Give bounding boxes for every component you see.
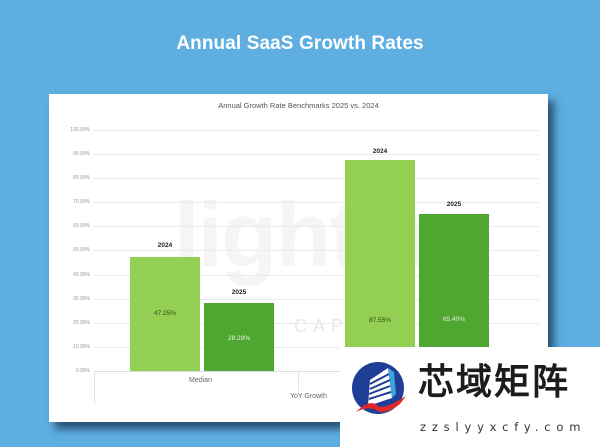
gridline bbox=[94, 347, 539, 348]
x-axis-line bbox=[94, 371, 539, 372]
y-tick: 0.00% bbox=[75, 368, 90, 374]
bar-value: 47.25% bbox=[153, 310, 177, 317]
gridline bbox=[94, 178, 539, 179]
x-category-label: Median bbox=[189, 377, 212, 384]
x-axis-title: YoY Growth bbox=[290, 393, 327, 400]
building-logo-icon bbox=[352, 362, 406, 414]
y-tick: 100.00% bbox=[70, 127, 90, 133]
brand-url: zzslyyxcfy.com bbox=[420, 420, 587, 434]
gridline bbox=[94, 275, 539, 276]
bar-median-2024: 47.25% bbox=[130, 257, 200, 371]
y-tick: 10.00% bbox=[73, 344, 90, 350]
gridline bbox=[94, 299, 539, 300]
y-tick: 50.00% bbox=[73, 247, 90, 253]
bar-year-label: 2025 bbox=[231, 289, 247, 296]
gridline bbox=[94, 130, 539, 131]
y-tick: 20.00% bbox=[73, 320, 90, 326]
bar-median-2025: 28.29% bbox=[204, 303, 274, 371]
axis-divider bbox=[298, 371, 299, 391]
bar-top-2024: 87.55% bbox=[345, 160, 415, 371]
bar-top-2025: 65.40% bbox=[419, 214, 489, 371]
brand-overlay: 芯域矩阵 zzslyyxcfy.com bbox=[340, 347, 600, 447]
bar-year-label: 2024 bbox=[157, 242, 173, 249]
bar-value: 28.29% bbox=[227, 335, 251, 342]
y-tick: 40.00% bbox=[73, 272, 90, 278]
axis-divider bbox=[94, 371, 95, 404]
bar-value: 65.40% bbox=[442, 316, 466, 323]
gridline bbox=[94, 323, 539, 324]
chart-card: Annual Growth Rate Benchmarks 2025 vs. 2… bbox=[49, 94, 548, 422]
chart-title: Annual Growth Rate Benchmarks 2025 vs. 2… bbox=[218, 101, 379, 110]
bar-year-label: 2024 bbox=[372, 148, 388, 155]
bar-value: 87.55% bbox=[368, 317, 392, 324]
y-tick: 70.00% bbox=[73, 199, 90, 205]
brand-name-cn: 芯域矩阵 bbox=[418, 361, 571, 403]
gridline bbox=[94, 226, 539, 227]
bar-year-label: 2025 bbox=[446, 201, 462, 208]
y-tick: 80.00% bbox=[73, 175, 90, 181]
y-tick: 30.00% bbox=[73, 296, 90, 302]
gridline bbox=[94, 250, 539, 251]
y-tick: 60.00% bbox=[73, 223, 90, 229]
y-tick: 90.00% bbox=[73, 151, 90, 157]
page-title: Annual SaaS Growth Rates bbox=[176, 33, 424, 54]
gridline bbox=[94, 202, 539, 203]
gridline bbox=[94, 154, 539, 155]
